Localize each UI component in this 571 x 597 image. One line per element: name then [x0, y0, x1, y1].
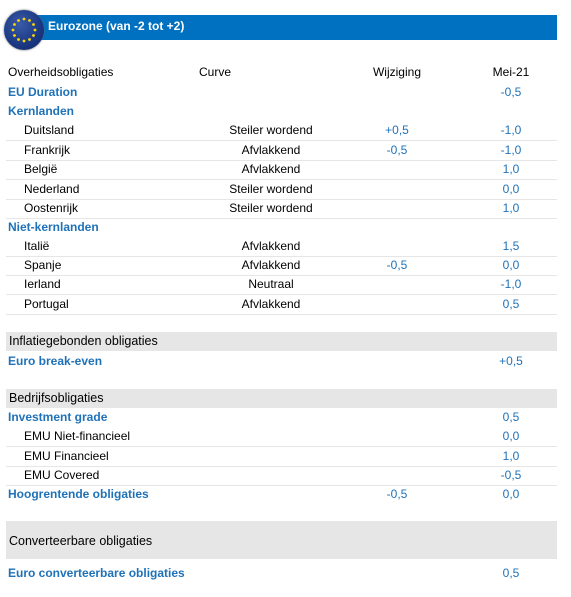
row-label: Spanje: [24, 258, 62, 272]
table-row: Nederland Steiler wordend 0,0: [6, 180, 557, 200]
month-value: 0,5: [502, 410, 520, 424]
table-row: EMU Financieel 1,0: [6, 447, 557, 467]
group-title: Niet-kernlanden: [8, 220, 99, 234]
eu-flag-icon: [4, 10, 44, 50]
curve-value: Afvlakkend: [241, 239, 301, 253]
month-value: 1,0: [502, 162, 520, 176]
change-value: -0,5: [386, 143, 408, 157]
table-row: Euro converteerbare obligaties 0,5: [6, 564, 557, 583]
section-title: Inflatiegebonden obligaties: [9, 334, 158, 348]
row-label: Frankrijk: [24, 143, 71, 157]
row-label: België: [24, 162, 58, 176]
curve-value: Steiler wordend: [229, 201, 313, 215]
table-row: Ierland Neutraal -1,0: [6, 275, 557, 295]
month-value: 0,5: [502, 297, 520, 311]
section-header: Converteerbare obligaties: [6, 521, 557, 559]
table-row: Spanje Afvlakkend -0,5 0,0: [6, 256, 557, 276]
month-value: +0,5: [499, 354, 523, 368]
section-header: Inflatiegebonden obligaties: [6, 332, 557, 351]
change-value: -0,5: [386, 258, 408, 272]
row-label: Ierland: [24, 277, 61, 291]
month-value: -0,5: [500, 468, 522, 482]
table-row: Euro break-even +0,5: [6, 352, 557, 371]
month-value: -0,5: [500, 85, 522, 99]
table-row: EU Duration -0,5: [6, 83, 557, 102]
row-label: Investment grade: [8, 410, 108, 424]
row-label: Nederland: [24, 182, 80, 196]
curve-value: Afvlakkend: [241, 143, 301, 157]
row-label: EU Duration: [8, 85, 78, 99]
row-label: Oostenrijk: [24, 201, 79, 215]
column-header-change: Wijziging: [372, 65, 421, 79]
month-value: 1,0: [502, 201, 520, 215]
table-row: Oostenrijk Steiler wordend 1,0: [6, 199, 557, 219]
month-value: 0,0: [502, 487, 520, 501]
row-label: EMU Financieel: [24, 449, 109, 463]
row-label: Italië: [24, 239, 50, 253]
group-title: Kernlanden: [8, 104, 75, 118]
group-heading: Kernlanden: [6, 102, 557, 121]
table-row: België Afvlakkend 1,0: [6, 160, 557, 180]
curve-value: Afvlakkend: [241, 258, 301, 272]
section-header: Bedrijfsobligaties: [6, 389, 557, 408]
column-header-row: Overheidsobligaties Curve Wijziging Mei-…: [6, 63, 557, 82]
table-row: Hoogrentende obligaties -0,5 0,0: [6, 485, 557, 504]
month-value: 1,0: [502, 449, 520, 463]
table-row: Portugal Afvlakkend 0,5: [6, 295, 557, 315]
row-label: Duitsland: [24, 123, 75, 137]
table-row: Italië Afvlakkend 1,5: [6, 237, 557, 257]
section-title: Bedrijfsobligaties: [9, 391, 104, 405]
month-value: -1,0: [500, 143, 522, 157]
curve-value: Afvlakkend: [241, 162, 301, 176]
month-value: 1,5: [502, 239, 520, 253]
change-value: +0,5: [385, 123, 409, 137]
column-header-month: Mei-21: [492, 65, 530, 79]
table-row: Frankrijk Afvlakkend -0,5 -1,0: [6, 141, 557, 161]
month-value: 0,0: [502, 182, 520, 196]
change-value: -0,5: [386, 487, 408, 501]
curve-value: Steiler wordend: [229, 123, 313, 137]
table-row: EMU Covered -0,5: [6, 466, 557, 486]
row-label: EMU Niet-financieel: [24, 429, 131, 443]
month-value: -1,0: [500, 123, 522, 137]
curve-value: Afvlakkend: [241, 297, 301, 311]
month-value: 0,0: [502, 258, 520, 272]
month-value: 0,0: [502, 429, 520, 443]
row-label: Hoogrentende obligaties: [8, 487, 149, 501]
row-label: Euro converteerbare obligaties: [8, 566, 185, 580]
table-row: EMU Niet-financieel 0,0: [6, 427, 557, 447]
curve-value: Steiler wordend: [229, 182, 313, 196]
section-title: Converteerbare obligaties: [9, 534, 153, 548]
table-row: Investment grade 0,5: [6, 408, 557, 427]
title-bar: Eurozone (van -2 tot +2): [36, 15, 557, 40]
column-header-label: Overheidsobligaties: [8, 65, 114, 79]
row-label: Euro break-even: [8, 354, 103, 368]
group-heading: Niet-kernlanden: [6, 218, 557, 237]
page-title: Eurozone (van -2 tot +2): [48, 19, 185, 33]
month-value: 0,5: [502, 566, 520, 580]
month-value: -1,0: [500, 277, 522, 291]
curve-value: Neutraal: [248, 277, 294, 291]
column-header-curve: Curve: [199, 65, 232, 79]
table-row: Duitsland Steiler wordend +0,5 -1,0: [6, 121, 557, 141]
row-label: Portugal: [24, 297, 69, 311]
row-label: EMU Covered: [24, 468, 100, 482]
